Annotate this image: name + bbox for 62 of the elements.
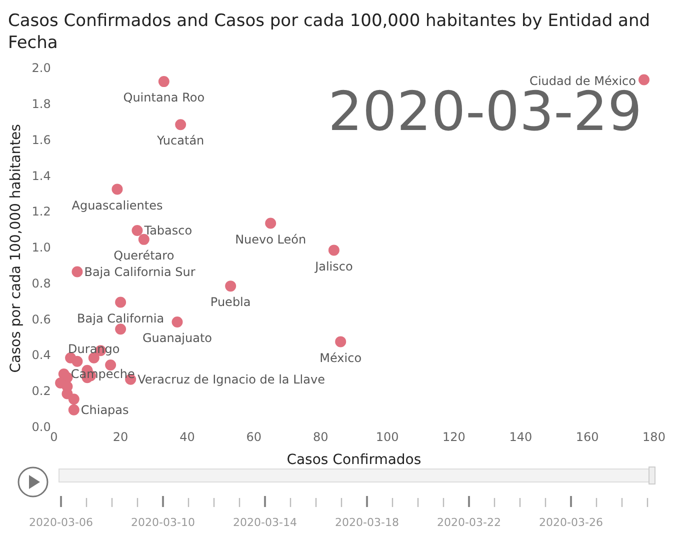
data-label: Veracruz de Ignacio de la Llave	[138, 372, 325, 386]
data-label: Baja California Sur	[84, 264, 196, 279]
text: 2020-03-22	[437, 516, 501, 529]
text: 2020-03-26	[539, 516, 603, 529]
y-tick-label: 1.0	[32, 240, 51, 255]
text: 2020-03-14	[233, 516, 297, 529]
point	[68, 394, 80, 405]
point	[138, 234, 150, 245]
y-tick-label: 1.2	[32, 204, 51, 219]
text: 2020-03-10	[131, 516, 195, 529]
x-tick-label: 160	[576, 430, 599, 444]
y-tick-label: 0.0	[32, 420, 51, 434]
point	[115, 296, 126, 308]
data-label: Guanajuato	[142, 331, 212, 346]
y-tick-label: 1.6	[32, 132, 51, 147]
data-label: México	[320, 350, 362, 365]
x-tick-label: 100	[376, 430, 399, 444]
point	[115, 324, 126, 335]
y-tick-label: 2.0	[32, 61, 51, 76]
x-tick-label: 80	[312, 430, 328, 444]
x-tick-label: 40	[180, 430, 195, 444]
point	[72, 266, 83, 278]
data-label: Tabasco	[143, 224, 192, 238]
data-label: Quintana Roo	[123, 90, 205, 105]
point	[132, 224, 143, 236]
data-label: Aguascalientes	[72, 198, 163, 212]
y-tick-label: 0.4	[32, 348, 51, 362]
data-label: Puebla	[210, 295, 251, 310]
y-axis-title: Casos por cada 100,000 habitantes	[8, 124, 24, 373]
point	[158, 76, 170, 88]
data-label: Chiapas	[80, 402, 129, 417]
point	[175, 119, 186, 130]
data-label: Yucatán	[156, 134, 204, 148]
point	[328, 244, 340, 256]
data-label: Ciudad de México	[530, 74, 636, 88]
y-tick-label: 0.2	[32, 384, 51, 398]
y-tick-label: 0.6	[32, 312, 51, 326]
x-tick-label: 120	[442, 430, 466, 444]
chart-title: Casos Confirmados and Casos por cada 100,000 habitantes by Entidad and Fecha	[8, 10, 652, 54]
data-label: Querétaro	[114, 248, 174, 263]
point	[638, 74, 650, 86]
point	[225, 280, 236, 292]
point	[265, 218, 276, 229]
data-label: Nuevo León	[235, 232, 306, 246]
y-tick-label: 1.4	[32, 168, 51, 183]
data-label: Baja California	[77, 311, 164, 326]
point	[335, 336, 346, 348]
x-axis-title: Casos Confirmados	[286, 452, 422, 468]
data-label: Jalisco	[314, 259, 353, 274]
y-tick-label: 0.8	[32, 276, 51, 290]
point	[172, 316, 183, 328]
text: 2020-03-06	[29, 516, 93, 529]
point	[72, 356, 83, 367]
point	[112, 184, 123, 195]
point	[68, 404, 80, 416]
x-tick-label: 180	[642, 430, 666, 444]
text: 2020-03-18	[335, 516, 399, 529]
x-tick-label: 0	[50, 430, 58, 444]
x-tick-label: 140	[509, 430, 532, 444]
x-tick-label: 60	[246, 430, 262, 444]
x-tick-label: 20	[112, 430, 128, 444]
y-tick-label: 1.8	[32, 97, 51, 112]
